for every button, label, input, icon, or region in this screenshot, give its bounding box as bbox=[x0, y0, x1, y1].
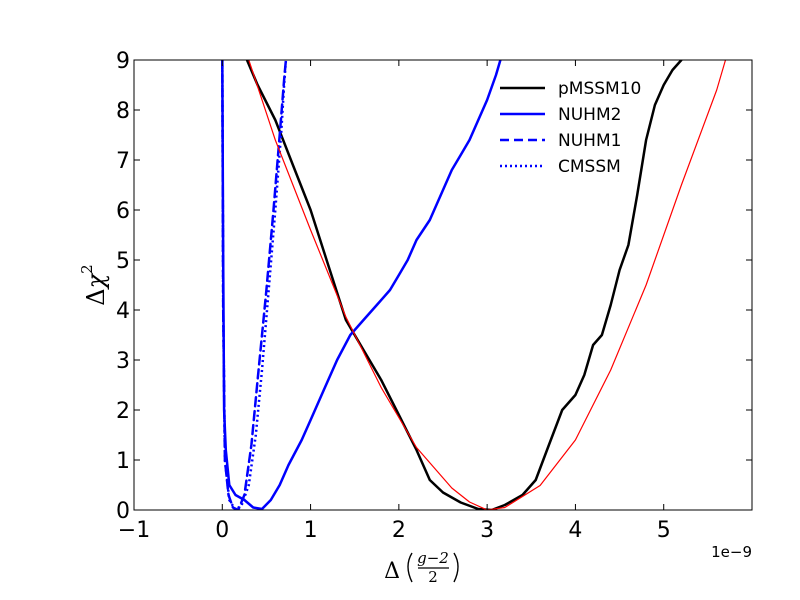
legend: pMSSM10 NUHM2 NUHM1 CMSSM bbox=[500, 79, 641, 177]
y-tick-label: 8 bbox=[116, 99, 130, 124]
x-axis-ticks: −1 0 1 2 3 4 5 bbox=[118, 60, 671, 543]
plot-area bbox=[221, 60, 727, 510]
y-tick-label: 7 bbox=[116, 149, 130, 174]
x-axis-title-denominator: 2 bbox=[428, 568, 438, 586]
x-axis-title-right-paren bbox=[453, 552, 459, 583]
series-line-pmssm10 bbox=[245, 60, 683, 510]
series-line-cmssm bbox=[221, 60, 288, 510]
svg-text:Δχ2: Δχ2 bbox=[78, 264, 110, 305]
x-tick-label: 0 bbox=[215, 518, 229, 543]
y-axis-title-chi: χ bbox=[82, 272, 110, 290]
x-axis-title-delta: Δ bbox=[384, 559, 400, 584]
x-offset-label: 1e−9 bbox=[711, 543, 752, 561]
y-axis-title-delta: Δ bbox=[82, 288, 110, 305]
legend-label-nuhm2: NUHM2 bbox=[558, 105, 621, 125]
y-axis-title: Δχ2 bbox=[78, 264, 110, 305]
y-tick-label: 9 bbox=[116, 49, 130, 74]
y-axis-ticks: 0 1 2 3 4 5 6 7 8 9 bbox=[116, 49, 752, 524]
y-axis-title-sup: 2 bbox=[78, 264, 96, 274]
legend-label-cmssm: CMSSM bbox=[558, 157, 621, 177]
y-tick-label: 1 bbox=[116, 449, 130, 474]
legend-label-pmssm10: pMSSM10 bbox=[558, 79, 641, 99]
x-axis-title-left-paren bbox=[407, 552, 413, 583]
series-line-nuhm1 bbox=[221, 60, 288, 510]
y-tick-label: 5 bbox=[116, 249, 130, 274]
x-tick-label: 1 bbox=[304, 518, 318, 543]
y-tick-label: 6 bbox=[116, 199, 130, 224]
x-tick-label: −1 bbox=[118, 518, 150, 543]
x-tick-label: 2 bbox=[392, 518, 406, 543]
x-tick-label: 3 bbox=[480, 518, 494, 543]
series-line-reference-parabola bbox=[248, 60, 727, 510]
y-tick-label: 2 bbox=[116, 399, 130, 424]
x-axis-title-numerator: g−2 bbox=[417, 549, 449, 567]
legend-label-nuhm1: NUHM1 bbox=[558, 131, 621, 151]
y-tick-label: 0 bbox=[116, 499, 130, 524]
y-tick-label: 4 bbox=[116, 299, 130, 324]
series-line-nuhm2 bbox=[221, 60, 502, 510]
y-tick-label: 3 bbox=[116, 349, 130, 374]
x-axis-title: Δ g−2 2 bbox=[384, 549, 459, 586]
plot-frame bbox=[133, 59, 753, 511]
x-tick-label: 5 bbox=[657, 518, 671, 543]
x-tick-label: 4 bbox=[568, 518, 582, 543]
